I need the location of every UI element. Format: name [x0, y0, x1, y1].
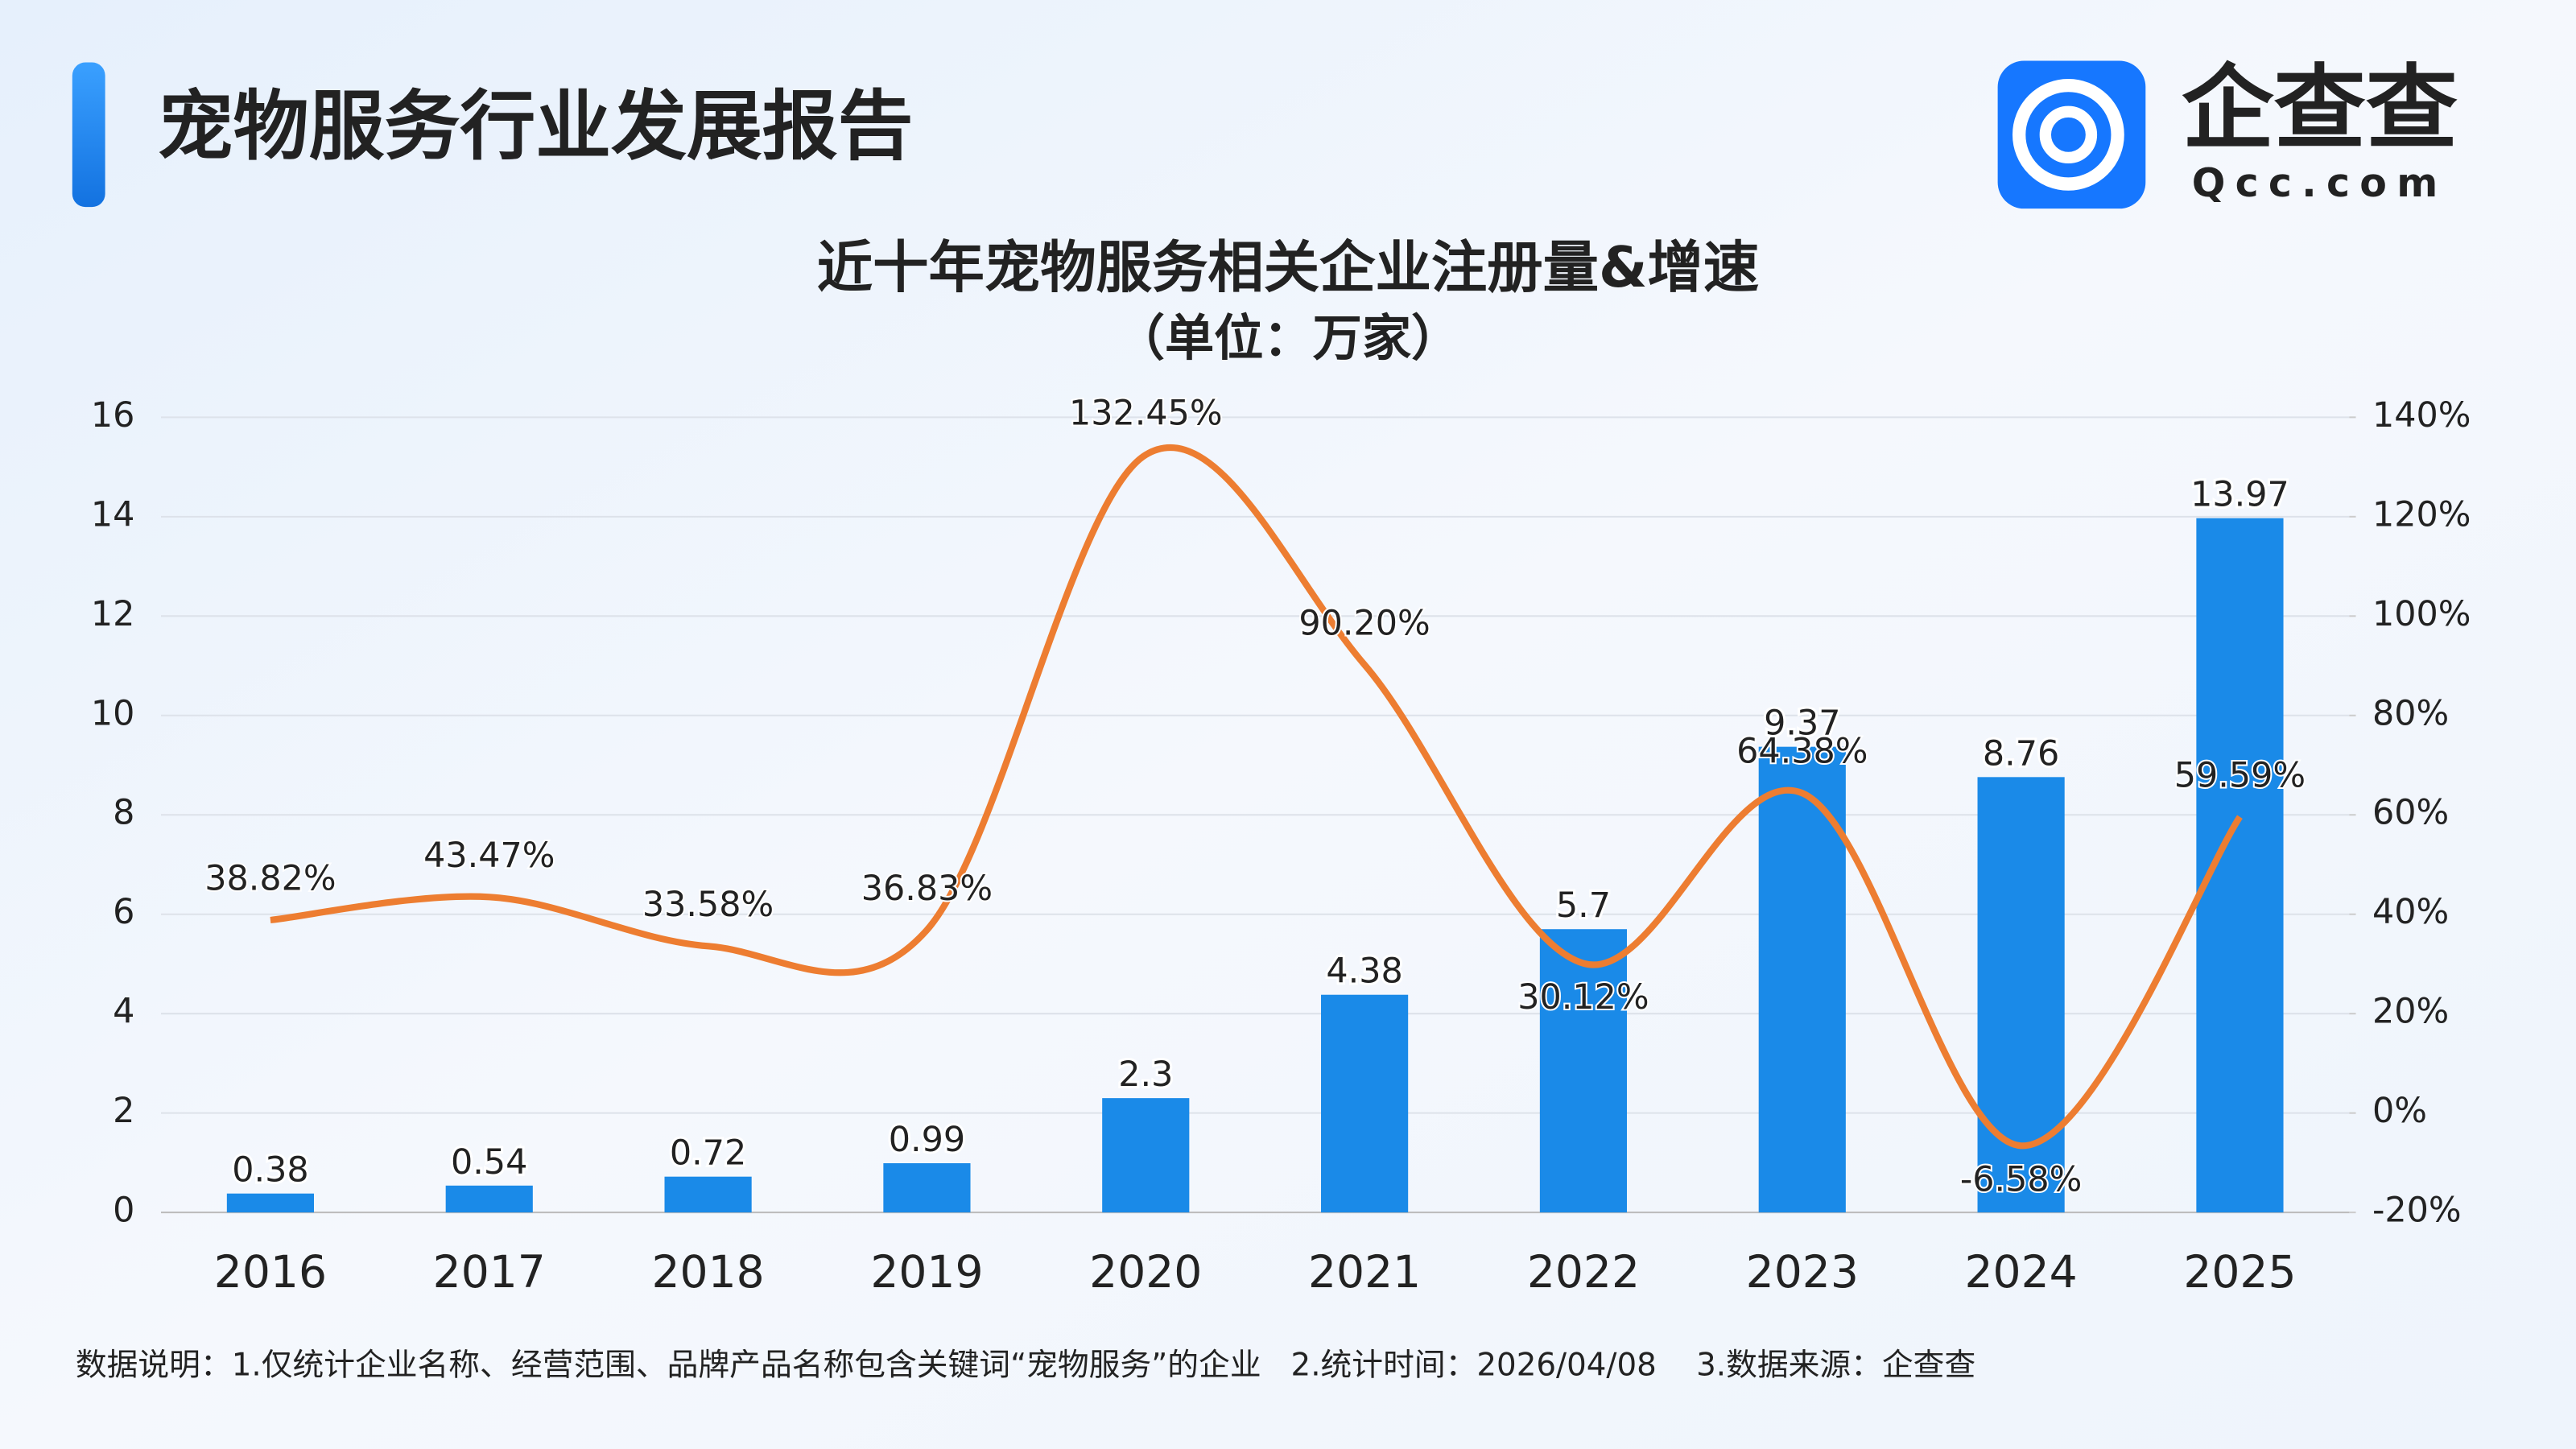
line-value-label: 59.59%	[2174, 755, 2306, 795]
line-value-label: 38.82%	[204, 859, 336, 899]
y2-tick-label: 80%	[2372, 693, 2449, 733]
x-tick-label: 2016	[214, 1246, 327, 1298]
bar-value-label: 5.7	[1556, 886, 1611, 926]
chart-subtitle: （单位：万家）	[1116, 310, 1461, 367]
x-tick-label: 2017	[433, 1246, 546, 1298]
x-tick-label: 2022	[1527, 1246, 1640, 1298]
bar	[445, 1185, 533, 1213]
line-value-label: 30.12%	[1517, 977, 1649, 1018]
bar-value-label: 0.54	[451, 1142, 527, 1183]
y-tick-label: 4	[113, 992, 134, 1032]
page-title: 宠物服务行业发展报告	[158, 83, 914, 171]
plot: 0 2 4 6 8 10 12 14 16 -20% 0% 20% 40% 60% 80% 100% 120% 1…	[91, 391, 2471, 1298]
y2-tick-label: 20%	[2372, 992, 2449, 1032]
y-tick-label: 6	[113, 892, 134, 932]
x-tick-label: 2020	[1089, 1246, 1202, 1298]
bar-value-label: 13.97	[2190, 475, 2289, 515]
y-tick-label: 0	[113, 1191, 134, 1231]
logo-ring-inner	[2039, 105, 2098, 164]
y-tick-label: 16	[91, 395, 135, 436]
y2-tick-label: 120%	[2372, 494, 2471, 535]
bar	[1321, 994, 1409, 1213]
x-tick-label: 2021	[1308, 1246, 1421, 1298]
line-value-label: -6.58%	[1960, 1160, 2083, 1200]
x-tick-label: 2023	[1746, 1246, 1859, 1298]
bar-value-label: 0.72	[670, 1133, 746, 1174]
y2-tick-label: 100%	[2372, 594, 2471, 634]
line-value-label: 64.38%	[1736, 732, 1868, 772]
logo: 企查查 Qcc.com	[1997, 55, 2458, 209]
bar	[1102, 1098, 1190, 1213]
y2-tick-label: 40%	[2372, 892, 2449, 932]
title-accent	[72, 62, 105, 208]
x-tick-label: 2024	[1965, 1246, 2078, 1298]
logo-domain: Qcc.com	[2192, 160, 2448, 206]
bar	[664, 1176, 752, 1213]
x-tick-label: 2019	[870, 1246, 983, 1298]
growth-line	[270, 444, 2243, 1150]
line-value-label: 33.58%	[642, 885, 774, 925]
y2-tick-label: -20%	[2372, 1191, 2462, 1231]
bar-value-label: 9.37	[1764, 704, 1840, 744]
line-value-label: 132.45%	[1069, 393, 1223, 433]
bar	[226, 1193, 314, 1213]
y-tick-label: 12	[91, 594, 135, 634]
x-tick-label: 2025	[2183, 1246, 2296, 1298]
bar	[2196, 518, 2284, 1213]
bar-value-label: 0.38	[232, 1150, 308, 1191]
bar	[1539, 929, 1628, 1213]
bar-value-label: 8.76	[1983, 733, 2059, 774]
y2-tick-label: 60%	[2372, 793, 2449, 833]
footnote: 数据说明：1.仅统计企业名称、经营范围、品牌产品名称包含关键词“宠物服务”的企业…	[76, 1347, 1975, 1383]
line-value-label: 43.47%	[423, 836, 555, 876]
bar-value-label: 4.38	[1326, 952, 1402, 992]
logo-ring	[2013, 78, 2124, 191]
bar-value-label: 0.99	[889, 1120, 965, 1160]
chart-title: 近十年宠物服务相关企业注册量&增速	[817, 236, 1760, 300]
y2-tick-label: 0%	[2372, 1091, 2427, 1131]
y2-tick-label: 140%	[2372, 395, 2471, 436]
y-tick-label: 14	[91, 494, 135, 535]
logo-text: 企查查	[2182, 55, 2458, 162]
bar	[1977, 777, 2065, 1213]
y-tick-label: 2	[113, 1091, 134, 1131]
y-tick-label: 8	[113, 793, 134, 833]
bar	[883, 1163, 971, 1213]
line-value-label: 36.83%	[861, 869, 993, 909]
bar-value-label: 2.3	[1118, 1055, 1173, 1095]
line-value-label: 90.20%	[1298, 603, 1430, 643]
x-tick-label: 2018	[651, 1246, 764, 1298]
y-tick-label: 10	[91, 693, 135, 733]
